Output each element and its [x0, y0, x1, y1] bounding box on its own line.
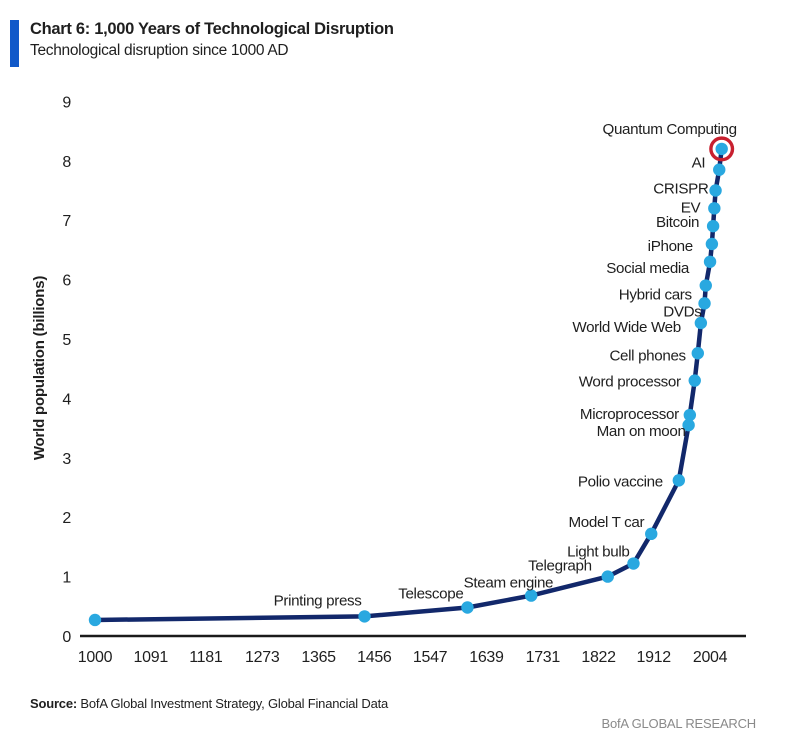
milestone-label: Social media — [606, 260, 690, 277]
milestone-label: Quantum Computing — [603, 121, 737, 138]
data-point — [715, 142, 728, 156]
x-tick-label: 1365 — [301, 649, 336, 666]
milestone-label: DVDs — [663, 303, 702, 320]
data-point — [713, 163, 726, 176]
milestone-label: Telegraph — [528, 558, 592, 575]
data-point — [88, 613, 102, 627]
data-point — [688, 374, 701, 387]
milestone-label: Light bulb — [567, 544, 629, 561]
milestone-label: Man on moon — [597, 423, 686, 440]
data-point — [461, 601, 474, 614]
chart-subtitle: Technological disruption since 1000 AD — [30, 42, 289, 60]
x-tick-label: 1912 — [636, 649, 671, 666]
y-tick-label: 3 — [62, 451, 71, 468]
milestone-label: Polio vaccine — [578, 473, 663, 490]
x-tick-label: 1091 — [134, 649, 169, 666]
data-point — [601, 570, 614, 583]
y-tick-label: 8 — [62, 154, 71, 171]
source-line: Source: BofA Global Investment Strategy,… — [30, 696, 388, 711]
data-point — [703, 255, 717, 268]
milestone-label: Word processor — [579, 374, 681, 391]
milestone-label: Microprocessor — [580, 406, 679, 423]
y-axis-title: World population (billions) — [31, 276, 48, 460]
y-tick-label: 4 — [62, 391, 71, 408]
milestone-label: CRISPR — [653, 181, 709, 198]
x-tick-label: 1547 — [413, 649, 448, 666]
source-label: Source: — [30, 696, 78, 711]
data-point — [682, 418, 695, 432]
x-tick-label: 2004 — [693, 649, 728, 666]
data-point — [708, 202, 721, 215]
milestone-label: World Wide Web — [572, 319, 680, 336]
y-tick-label: 9 — [62, 94, 71, 111]
data-point — [524, 589, 538, 602]
data-point — [709, 184, 722, 197]
milestone-label: iPhone — [648, 238, 693, 255]
x-tick-label: 1731 — [526, 649, 561, 666]
milestone-label: Telescope — [398, 585, 463, 602]
y-tick-label: 0 — [62, 629, 71, 646]
x-tick-label: 1181 — [189, 649, 223, 666]
x-tick-label: 1822 — [581, 649, 616, 666]
milestone-label: Cell phones — [609, 347, 686, 364]
data-point — [672, 474, 686, 487]
data-point — [706, 219, 720, 233]
chart-header: Chart 6: 1,000 Years of Technological Di… — [30, 18, 394, 62]
title-accent-bar — [10, 20, 19, 67]
x-tick-label: 1000 — [78, 649, 113, 666]
milestone-label: Hybrid cars — [619, 287, 693, 304]
y-tick-label: 5 — [62, 332, 71, 349]
milestone-label: EV — [681, 199, 702, 216]
data-point — [358, 610, 371, 623]
highlight-ring — [709, 136, 735, 162]
y-tick-label: 2 — [62, 510, 71, 527]
data-point — [698, 297, 711, 310]
data-point — [683, 408, 697, 422]
milestone-label: Steam engine — [464, 575, 554, 592]
data-point — [694, 316, 708, 330]
data-point — [645, 527, 658, 541]
milestone-label: Printing press — [274, 592, 363, 609]
series-line — [92, 146, 724, 623]
data-point — [627, 557, 640, 570]
x-tick-label: 1639 — [469, 649, 504, 666]
y-tick-label: 1 — [62, 570, 71, 587]
milestone-label: Model T car — [568, 514, 644, 531]
branding-text: BofA GLOBAL RESEARCH — [601, 716, 757, 731]
milestone-label: AI — [692, 155, 706, 172]
data-point — [699, 279, 712, 292]
y-tick-label: 7 — [62, 213, 71, 230]
x-tick-label: 1273 — [245, 649, 280, 666]
data-point — [705, 237, 719, 251]
y-tick-label: 6 — [62, 273, 71, 290]
source-text: BofA Global Investment Strategy, Global … — [77, 696, 389, 711]
chart-title: Chart 6: 1,000 Years of Technological Di… — [30, 20, 394, 38]
x-tick-label: 1456 — [357, 649, 392, 666]
milestone-label: Bitcoin — [656, 214, 699, 231]
data-point — [691, 347, 704, 360]
